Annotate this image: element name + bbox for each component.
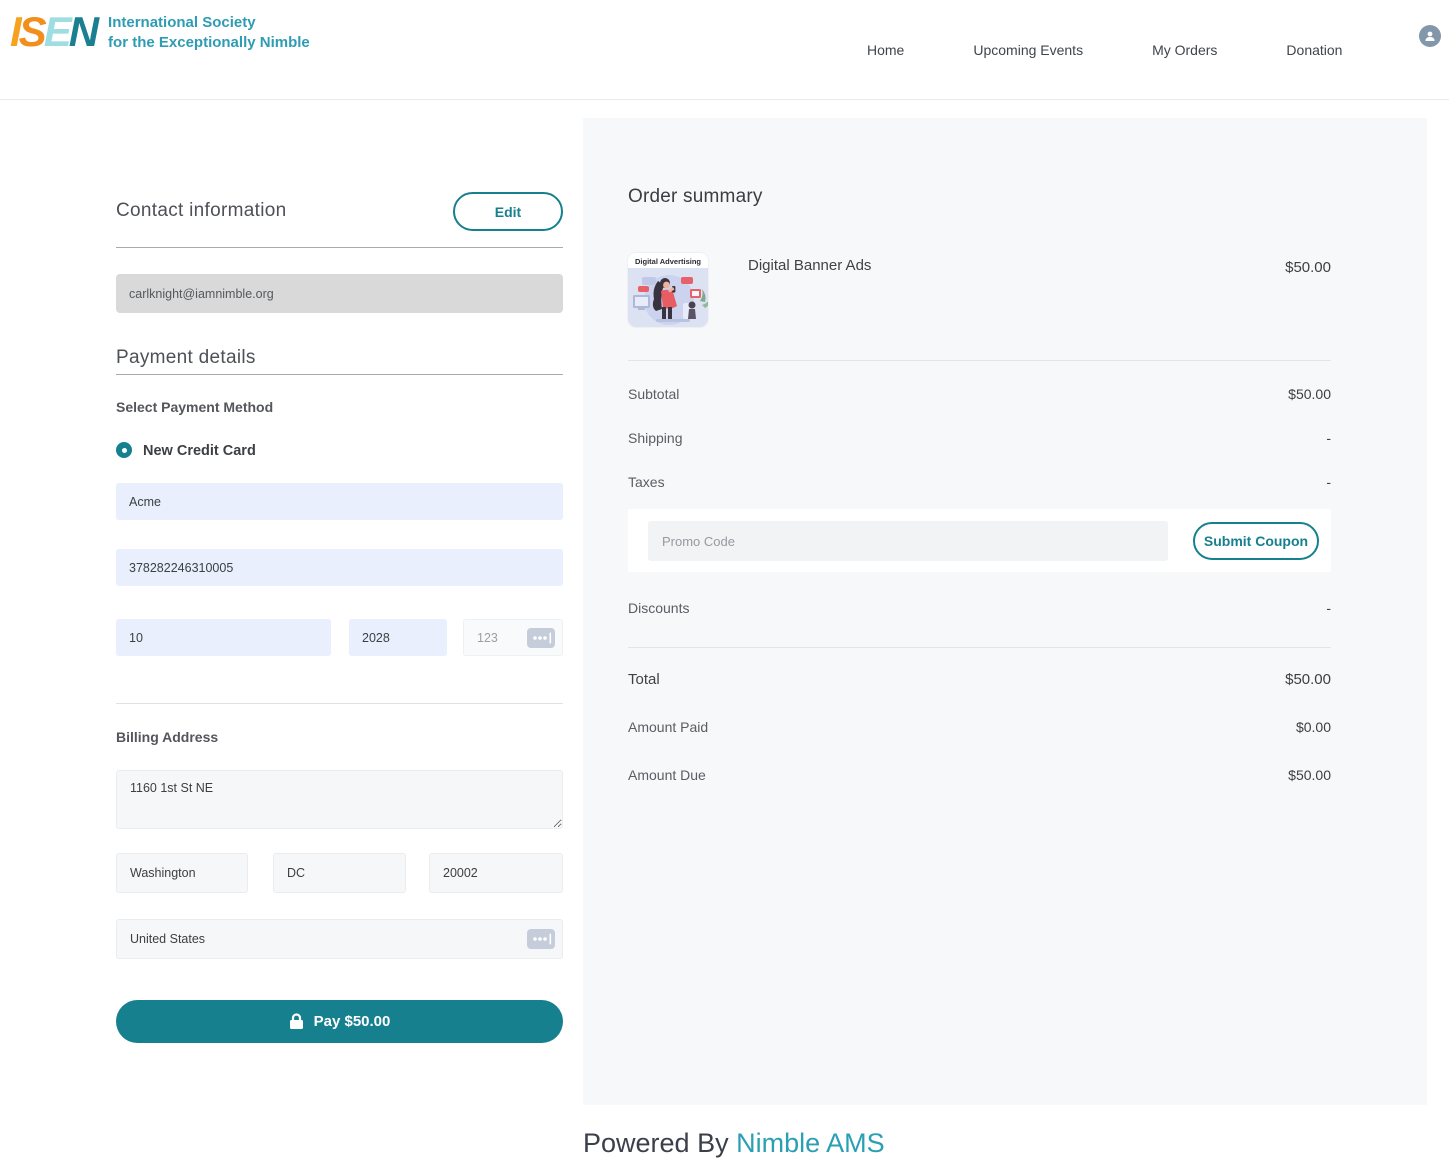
city-input[interactable] bbox=[116, 853, 248, 893]
person-icon bbox=[1425, 31, 1435, 41]
total-label: Total bbox=[628, 671, 660, 688]
payment-details-title: Payment details bbox=[116, 347, 256, 368]
promo-code-input[interactable] bbox=[648, 521, 1168, 561]
taxes-value: - bbox=[1326, 474, 1331, 490]
nav-my-orders[interactable]: My Orders bbox=[1152, 42, 1218, 58]
amount-paid-value: $0.00 bbox=[1295, 719, 1331, 735]
billing-address-label: Billing Address bbox=[116, 729, 219, 745]
expiry-year-input[interactable] bbox=[349, 619, 447, 656]
new-credit-card-radio[interactable] bbox=[116, 442, 132, 458]
item-name: Digital Banner Ads bbox=[748, 257, 872, 274]
promo-code-card: Submit Coupon bbox=[628, 509, 1331, 572]
payment-divider bbox=[116, 374, 563, 375]
radio-dot bbox=[121, 447, 127, 453]
amount-paid-label: Amount Paid bbox=[628, 719, 709, 735]
order-summary-panel: Order summary Digital Advertising bbox=[583, 118, 1427, 1105]
amount-due-value: $50.00 bbox=[1288, 767, 1331, 783]
pay-button-label: Pay $50.00 bbox=[313, 1013, 391, 1030]
logo-tagline-line2: for the Exceptionally Nimble bbox=[108, 34, 310, 51]
select-payment-method-label: Select Payment Method bbox=[116, 399, 274, 415]
amount-due-label: Amount Due bbox=[628, 767, 706, 783]
main-nav: Home Upcoming Events My Orders Donation bbox=[867, 0, 1342, 100]
logo-letter: E bbox=[43, 8, 72, 55]
subtotal-label: Subtotal bbox=[628, 386, 680, 402]
cardholder-name-input[interactable] bbox=[116, 483, 563, 520]
edit-contact-button[interactable]: Edit bbox=[453, 192, 563, 231]
street-address-textarea[interactable]: 1160 1st St NE bbox=[116, 770, 563, 829]
nimble-ams-link[interactable]: Nimble AMS bbox=[736, 1128, 885, 1158]
subtotal-value: $50.00 bbox=[1288, 386, 1331, 402]
new-credit-card-label: New Credit Card bbox=[143, 443, 256, 459]
digital-advertising-illustration: Digital Advertising bbox=[628, 253, 708, 327]
pay-button[interactable]: Pay $50.00 bbox=[116, 1000, 563, 1043]
cvv-card-icon bbox=[527, 628, 555, 648]
nav-upcoming-events[interactable]: Upcoming Events bbox=[973, 42, 1084, 58]
country-autofill-icon bbox=[527, 929, 555, 949]
shipping-label: Shipping bbox=[628, 430, 683, 446]
discounts-value: - bbox=[1326, 600, 1331, 616]
user-avatar-icon[interactable] bbox=[1419, 25, 1441, 47]
summary-divider bbox=[628, 360, 1331, 361]
logo-letter: I bbox=[10, 8, 22, 55]
item-price: $50.00 bbox=[1285, 259, 1331, 276]
powered-by-text: Powered By bbox=[583, 1128, 737, 1158]
zip-input[interactable] bbox=[429, 853, 563, 893]
nav-home[interactable]: Home bbox=[867, 42, 905, 58]
card-number-input[interactable] bbox=[116, 549, 563, 586]
expiry-month-input[interactable] bbox=[116, 619, 331, 656]
isen-logo: ISEN International Society for the Excep… bbox=[10, 6, 310, 58]
totals-divider bbox=[628, 647, 1331, 648]
order-summary-title: Order summary bbox=[628, 186, 763, 207]
shipping-value: - bbox=[1326, 430, 1331, 446]
state-input[interactable] bbox=[273, 853, 406, 893]
contact-divider bbox=[116, 247, 563, 248]
nav-donation[interactable]: Donation bbox=[1286, 42, 1343, 58]
contact-information-title: Contact information bbox=[116, 200, 287, 221]
logo-tagline: International Society for the Exceptiona… bbox=[108, 13, 310, 53]
logo-tagline-line1: International Society bbox=[108, 14, 256, 31]
top-header: ISEN International Society for the Excep… bbox=[0, 0, 1449, 100]
powered-by-footer: Powered By Nimble AMS bbox=[583, 1128, 885, 1159]
thumbnail-caption: Digital Advertising bbox=[635, 257, 701, 266]
logo-letter: S bbox=[18, 8, 47, 55]
discounts-label: Discounts bbox=[628, 600, 690, 616]
billing-divider bbox=[116, 703, 563, 704]
submit-coupon-button[interactable]: Submit Coupon bbox=[1193, 522, 1319, 560]
product-thumbnail: Digital Advertising bbox=[628, 253, 708, 327]
email-field bbox=[116, 274, 563, 313]
country-input[interactable] bbox=[116, 919, 563, 959]
taxes-label: Taxes bbox=[628, 474, 665, 490]
lock-icon bbox=[289, 1013, 303, 1029]
logo-letter: N bbox=[68, 8, 99, 55]
total-value: $50.00 bbox=[1285, 671, 1331, 688]
isen-logo-mark: ISEN bbox=[10, 6, 99, 58]
